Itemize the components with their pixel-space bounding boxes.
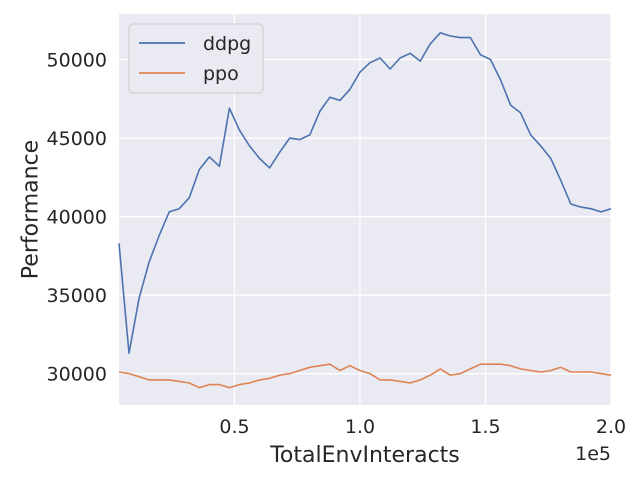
tick-labels: 0.5 1.0 1.5 2.0 30000 35000 40000 45000 50000 (47, 50, 627, 438)
y-tick-label: 45000 (47, 128, 107, 150)
x-tick-label: 1.0 (345, 416, 375, 438)
y-tick-label: 40000 (47, 207, 107, 229)
legend: ddpg ppo (128, 23, 264, 94)
series-lines (118, 31, 612, 389)
y-tick-label: 30000 (47, 364, 107, 386)
x-tick-label: 2.0 (596, 416, 626, 438)
x-tick-label: 1.5 (470, 416, 500, 438)
x-tick-label: 0.5 (219, 416, 249, 438)
y-tick-label: 50000 (47, 50, 107, 72)
x-axis-label: TotalEnvInteracts (269, 443, 460, 468)
legend-label-ppo: ppo (203, 63, 239, 85)
y-axis-label: Performance (19, 140, 44, 279)
series-line-ddpg (118, 31, 612, 355)
y-tick-label: 35000 (47, 285, 107, 307)
legend-box (128, 23, 264, 94)
series-line-ppo (118, 363, 612, 389)
x-axis-offset-label: 1e5 (575, 443, 611, 465)
legend-label-ddpg: ddpg (203, 33, 251, 55)
